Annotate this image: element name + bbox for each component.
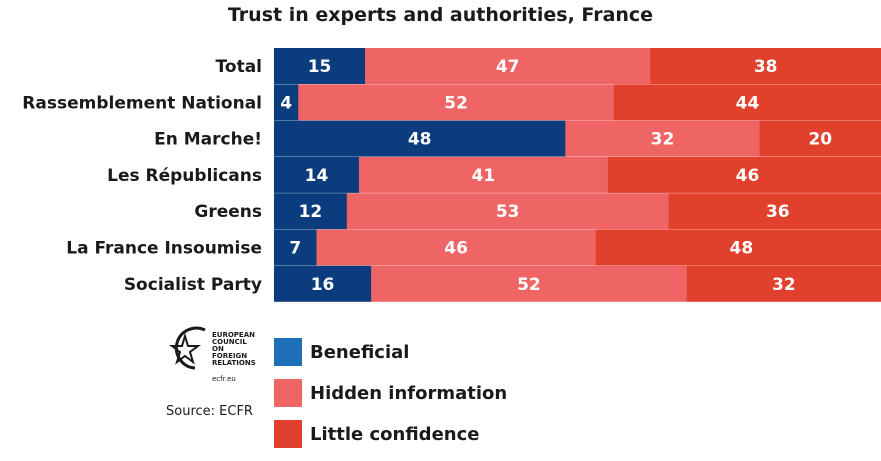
bar-segment xyxy=(274,229,317,266)
value-label: 32 xyxy=(772,275,796,295)
legend-swatch xyxy=(274,420,302,448)
stacked-bar-chart: Total 15 47 38 Rassemblement National 4 52 44 En… xyxy=(22,48,881,302)
bar-segment xyxy=(613,84,881,121)
value-label: 47 xyxy=(496,57,520,77)
logo-line: EUROPEAN xyxy=(212,331,255,339)
value-label: 41 xyxy=(472,166,496,186)
chart-title: Trust in experts and authorities, France xyxy=(227,4,654,26)
value-label: 20 xyxy=(808,130,832,150)
bar-segment xyxy=(316,229,597,266)
value-label: 48 xyxy=(730,239,754,259)
logo-line: RELATIONS xyxy=(212,359,256,367)
value-label: 52 xyxy=(517,275,541,295)
value-label: 16 xyxy=(311,275,335,295)
legend-label: Beneficial xyxy=(310,341,410,363)
bar-segment xyxy=(365,48,651,84)
bar-segment xyxy=(274,84,299,121)
value-label: 44 xyxy=(736,93,760,113)
legend: Beneficial Hidden information Little con… xyxy=(274,338,507,461)
category-label: En Marche! xyxy=(154,130,262,150)
bar-segment xyxy=(274,120,566,157)
legend-item-hidden-information: Hidden information xyxy=(274,379,507,407)
bar-segment xyxy=(358,156,609,193)
category-label: Les Républicans xyxy=(107,166,262,186)
bar-segment xyxy=(346,193,670,230)
category-label: Rassemblement National xyxy=(22,93,262,113)
legend-item-beneficial: Beneficial xyxy=(274,338,507,366)
category-label: Total xyxy=(216,57,262,77)
value-label: 38 xyxy=(754,57,778,77)
legend-swatch xyxy=(274,379,302,407)
category-label: Greens xyxy=(194,202,262,222)
legend-swatch xyxy=(274,338,302,366)
value-label: 7 xyxy=(289,239,301,259)
bar-segment xyxy=(607,156,881,193)
logo-line: COUNCIL xyxy=(212,338,247,346)
value-label: 12 xyxy=(299,202,323,222)
value-label: 46 xyxy=(736,166,760,186)
bar-segment xyxy=(371,265,688,302)
bar-segment xyxy=(565,120,761,157)
bar-segment xyxy=(686,265,881,302)
logo-text: EUROPEAN COUNCIL ON FOREIGN RELATIONS xyxy=(212,332,260,367)
source-note: Source: ECFR xyxy=(166,404,253,419)
value-label: 48 xyxy=(408,130,432,150)
bar-segment xyxy=(759,120,881,157)
bar-segment xyxy=(274,156,360,193)
star-circle-icon xyxy=(169,326,206,370)
value-label: 14 xyxy=(305,166,329,186)
value-label: 52 xyxy=(444,93,468,113)
logo-url: ecfr.eu xyxy=(212,375,236,383)
ecfr-logo: EUROPEAN COUNCIL ON FOREIGN RELATIONS ec… xyxy=(165,318,260,388)
bar-segment xyxy=(595,229,881,266)
value-label: 32 xyxy=(651,130,675,150)
logo-line: ON FOREIGN xyxy=(212,345,248,360)
legend-label: Hidden information xyxy=(310,382,508,404)
legend-label: Little confidence xyxy=(310,423,480,445)
value-label: 36 xyxy=(766,202,790,222)
category-label: La France Insoumise xyxy=(66,239,262,259)
bar-segment xyxy=(274,193,348,230)
value-label: 53 xyxy=(496,202,520,222)
value-label: 46 xyxy=(444,239,468,259)
value-label: 15 xyxy=(308,57,332,77)
bar-segment xyxy=(274,265,372,302)
bar-segment xyxy=(650,48,881,84)
bar-segment xyxy=(668,193,881,230)
bar-segment xyxy=(298,84,615,121)
bar-segment xyxy=(274,48,366,84)
value-label: 4 xyxy=(280,93,292,113)
legend-item-little-confidence: Little confidence xyxy=(274,420,507,448)
category-label: Socialist Party xyxy=(124,275,262,295)
